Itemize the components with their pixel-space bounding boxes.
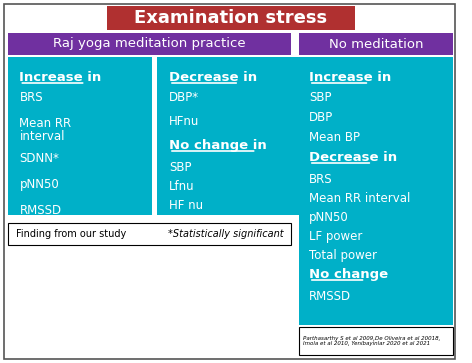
Text: RMSSD: RMSSD xyxy=(309,290,351,303)
FancyBboxPatch shape xyxy=(157,57,301,215)
Text: Decrease in: Decrease in xyxy=(169,71,257,84)
Text: DBP: DBP xyxy=(309,111,333,124)
Text: pNN50: pNN50 xyxy=(19,178,59,191)
Text: Examination stress: Examination stress xyxy=(134,9,328,27)
Text: Lfnu: Lfnu xyxy=(169,180,194,193)
Text: No meditation: No meditation xyxy=(329,37,423,50)
FancyBboxPatch shape xyxy=(8,223,292,245)
Text: LF power: LF power xyxy=(309,230,362,243)
Text: No change: No change xyxy=(309,268,388,281)
Text: SBP: SBP xyxy=(169,161,192,174)
Text: HFnu: HFnu xyxy=(169,115,200,128)
FancyBboxPatch shape xyxy=(299,327,453,355)
Text: Mean RR: Mean RR xyxy=(19,117,72,130)
Text: DBP*: DBP* xyxy=(169,91,199,104)
Text: *Statistically significant: *Statistically significant xyxy=(168,229,284,239)
Text: HF nu: HF nu xyxy=(169,199,203,212)
Text: RMSSD: RMSSD xyxy=(19,204,61,217)
Text: No change in: No change in xyxy=(169,139,267,152)
Text: Total power: Total power xyxy=(309,249,377,262)
Text: pNN50: pNN50 xyxy=(309,211,349,224)
Text: interval: interval xyxy=(19,130,65,143)
FancyBboxPatch shape xyxy=(299,33,453,55)
Text: Decrease in: Decrease in xyxy=(309,151,397,164)
Text: SBP: SBP xyxy=(309,91,331,104)
Text: Parthasarthy S et al 2009,De Oliveira et al 20018,
Imola et al 2010, Yenibayinla: Parthasarthy S et al 2009,De Oliveira et… xyxy=(303,336,440,346)
Text: Mean RR interval: Mean RR interval xyxy=(309,192,410,205)
Text: Raj yoga meditation practice: Raj yoga meditation practice xyxy=(53,37,246,50)
FancyBboxPatch shape xyxy=(8,33,292,55)
FancyBboxPatch shape xyxy=(107,6,354,30)
Text: LF/HF ratio: LF/HF ratio xyxy=(169,218,233,231)
Text: BRS: BRS xyxy=(19,91,43,104)
FancyBboxPatch shape xyxy=(4,4,455,359)
Text: Increase in: Increase in xyxy=(19,71,101,84)
FancyBboxPatch shape xyxy=(299,57,453,325)
Text: Mean BP: Mean BP xyxy=(309,131,360,144)
FancyBboxPatch shape xyxy=(8,57,152,215)
Text: Finding from our study: Finding from our study xyxy=(16,229,126,239)
Text: SDNN*: SDNN* xyxy=(19,152,59,165)
Text: Increase in: Increase in xyxy=(309,71,391,84)
Text: BRS: BRS xyxy=(309,173,333,186)
